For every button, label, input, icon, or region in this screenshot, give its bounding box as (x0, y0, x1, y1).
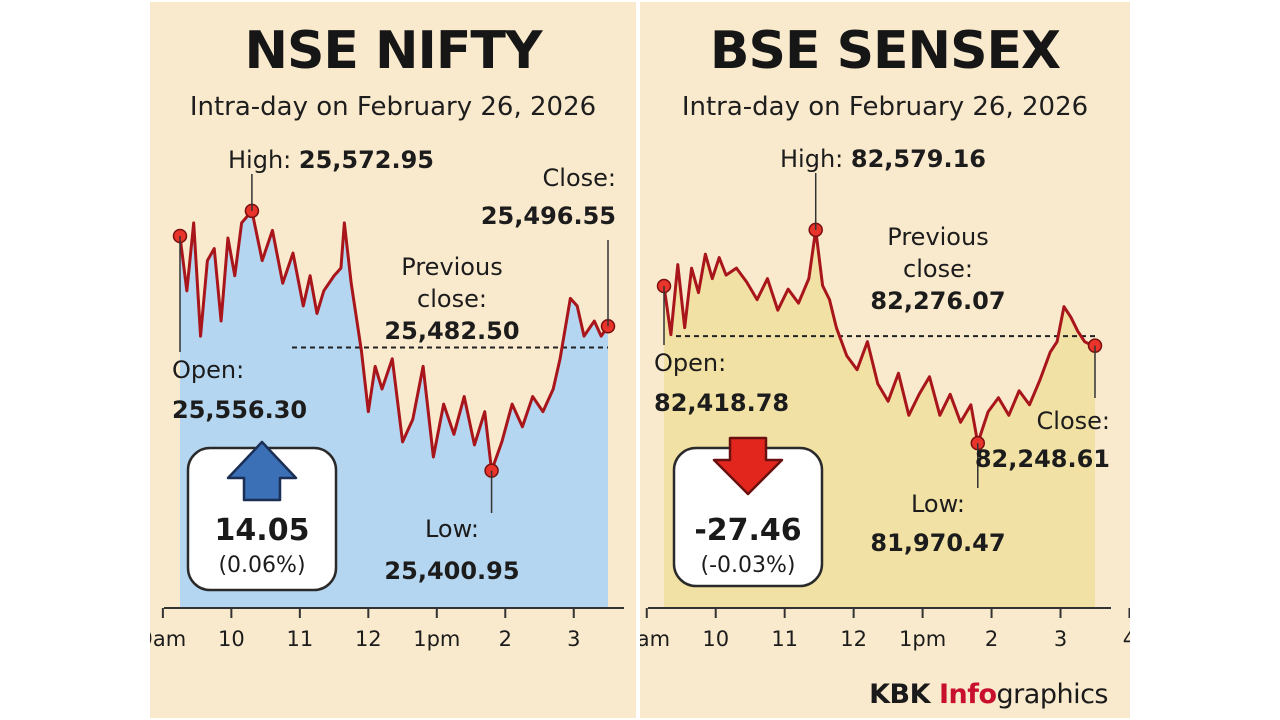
x-tick-label: 10 (702, 627, 729, 651)
chart-title: BSE SENSEX (710, 21, 1061, 81)
credit-brand: KBK (869, 679, 931, 710)
sensex-panel: BSE SENSEX Intra-day on February 26, 202… (640, 21, 1130, 651)
high-value: 25,572.95 (299, 146, 434, 174)
open-label: Open: (172, 356, 244, 384)
series-line (178, 209, 610, 473)
credit-graphics: graphics (996, 679, 1109, 710)
low-value: 81,970.47 (870, 529, 1005, 557)
previous-close-value: 82,276.07 (870, 287, 1005, 315)
credit-info: Info (938, 679, 997, 710)
change-value: -27.46 (694, 513, 801, 548)
x-tick-label: 12 (355, 627, 382, 651)
high-label: High: 25,572.95 (228, 146, 434, 174)
high-label-text: High: (780, 145, 851, 173)
low-label: Low: (425, 515, 479, 543)
previous-close-label-2: close: (903, 255, 973, 283)
open-value: 25,556.30 (172, 396, 307, 424)
up-arrow-icon (226, 440, 298, 502)
x-tick-label: 2 (985, 627, 998, 651)
x-tick-label: 2 (499, 627, 512, 651)
x-tick-label: 10 (218, 627, 245, 651)
x-tick-label: 3 (1054, 627, 1067, 651)
x-tick-label: 12 (840, 627, 867, 651)
low-value: 25,400.95 (384, 557, 519, 585)
high-label: High: 82,579.16 (780, 145, 986, 173)
open-value: 82,418.78 (654, 389, 789, 417)
x-tick-label: 11 (286, 627, 313, 651)
open-label: Open: (654, 349, 726, 377)
change-percent: (-0.03%) (701, 553, 796, 578)
chart-subtitle: Intra-day on February 26, 2026 (682, 92, 1088, 122)
chart-title: NSE NIFTY (244, 21, 543, 81)
close-label: Close: (543, 164, 616, 192)
credit-label: KBK Infographics (869, 679, 1108, 710)
high-value: 82,579.16 (851, 145, 986, 173)
change-value: 14.05 (215, 513, 310, 548)
x-tick-label: 1pm (413, 627, 460, 651)
x-tick-label: 11 (771, 627, 798, 651)
previous-close-label: Previous (887, 223, 988, 251)
chart-subtitle: Intra-day on February 26, 2026 (190, 92, 596, 122)
x-tick-label: 9am (640, 627, 670, 651)
nifty-panel: NSE NIFTY Intra-day on February 26, 2026… (150, 21, 636, 651)
high-label-text: High: (228, 146, 299, 174)
close-label: Close: (1037, 407, 1110, 435)
close-value: 25,496.55 (481, 202, 616, 230)
down-arrow-icon (712, 436, 784, 496)
x-tick-label: 9am (150, 627, 186, 651)
low-label: Low: (911, 490, 965, 518)
panel-divider (636, 2, 640, 718)
x-tick-label: 4 (1123, 627, 1130, 651)
previous-close-value: 25,482.50 (384, 317, 519, 345)
previous-close-label: Previous (401, 253, 502, 281)
x-tick-label: 1pm (899, 627, 946, 651)
previous-close-label-2: close: (417, 285, 487, 313)
change-percent: (0.06%) (218, 553, 305, 578)
x-tick-label: 3 (567, 627, 580, 651)
close-value: 82,248.61 (975, 445, 1110, 473)
series-line (662, 228, 1096, 445)
plot-area: 9am 10 11 12 1pm 2 3 4 Open: 82,418.78 High: 82,57… (640, 145, 1130, 651)
